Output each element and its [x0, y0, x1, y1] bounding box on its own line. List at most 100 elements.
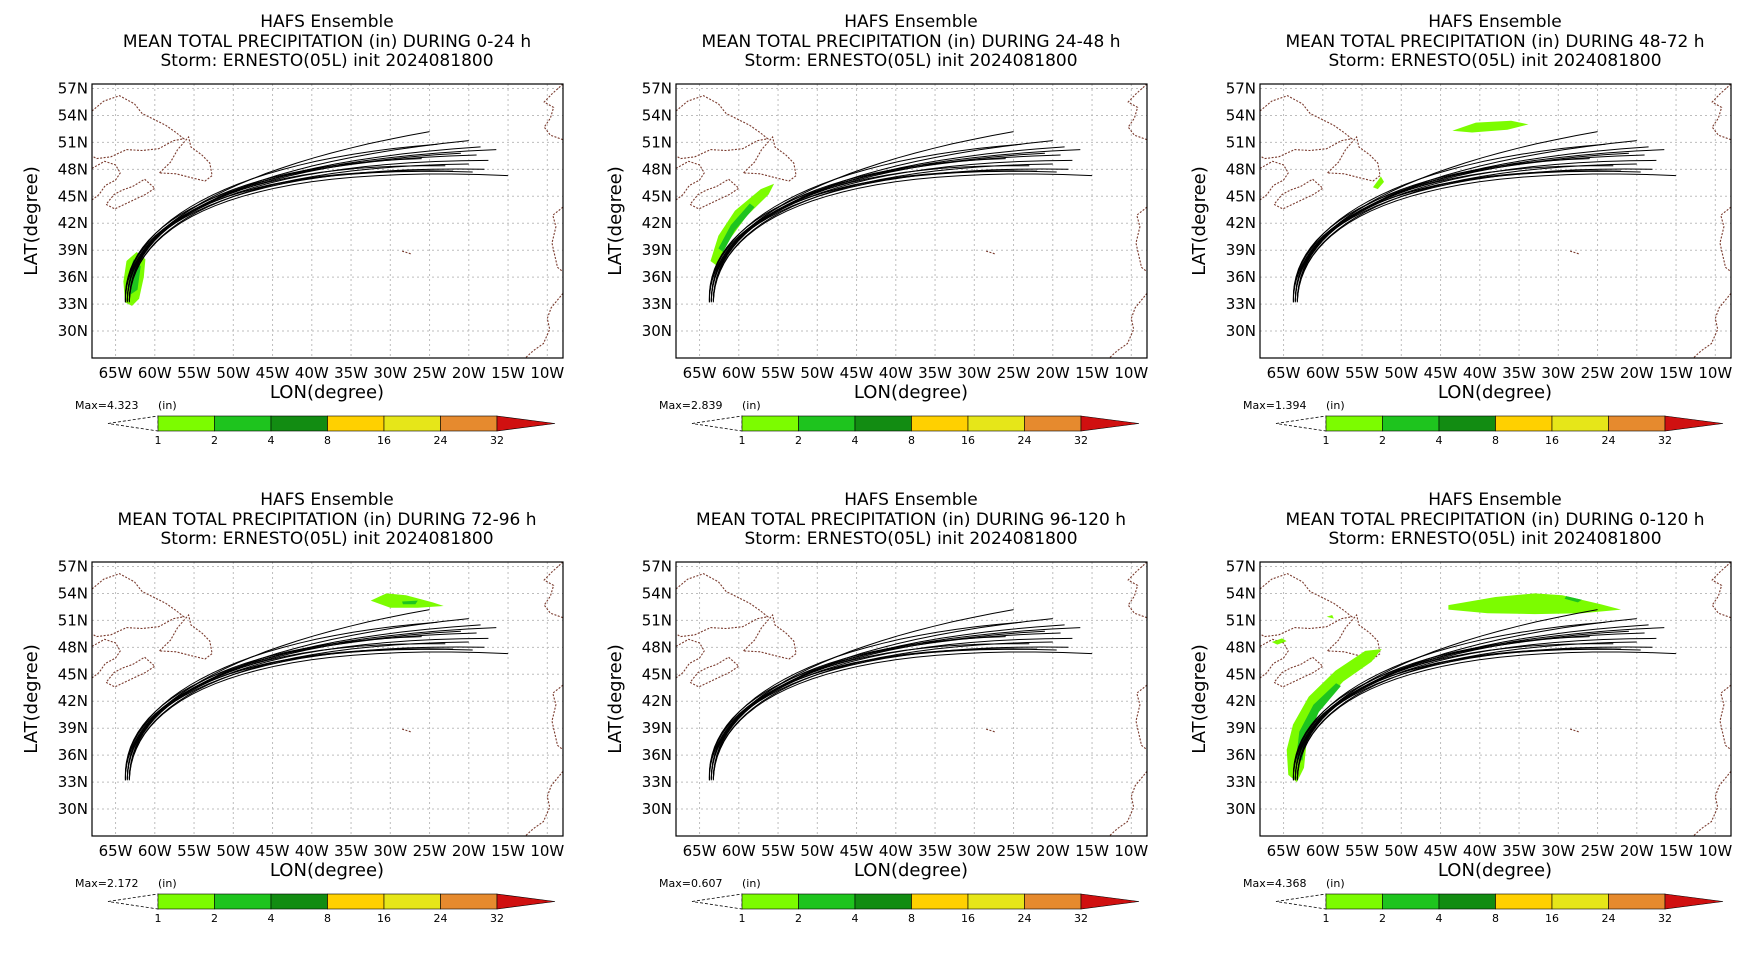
lon-tick-label: 45W	[1424, 364, 1458, 382]
lon-tick-label: 50W	[216, 364, 250, 382]
ensemble-track	[712, 149, 1081, 301]
lat-tick-label: 33N	[642, 773, 672, 791]
colorbar-label: 24	[1602, 912, 1616, 925]
ensemble-track	[128, 173, 509, 303]
lon-tick-label: 60W	[1306, 364, 1340, 382]
colorbar-segment	[1382, 893, 1440, 910]
lon-tick-label: 10W	[1114, 842, 1148, 860]
lon-tick-label: 45W	[256, 842, 290, 860]
lon-tick-label: 55W	[1345, 842, 1379, 860]
plot-frame	[675, 561, 1148, 837]
lat-tick-label: 36N	[642, 268, 672, 286]
lat-tick-label: 33N	[1226, 295, 1256, 313]
lat-tick-label: 36N	[1226, 746, 1256, 764]
lat-tick-label: 42N	[58, 214, 88, 232]
lon-tick-label: 50W	[216, 842, 250, 860]
max-label: Max=2.172	[75, 877, 138, 890]
colorbar-label: 2	[211, 912, 218, 925]
colorbar-segment	[1608, 415, 1666, 432]
lon-tick-label: 60W	[138, 364, 172, 382]
colorbar-label: 2	[211, 434, 218, 447]
coastline	[1273, 178, 1324, 210]
lon-tick-label: 30W	[957, 842, 991, 860]
lon-tick-label: 55W	[177, 842, 211, 860]
lat-tick-label: 54N	[642, 106, 672, 124]
coastline	[91, 573, 186, 638]
coastline	[543, 561, 564, 619]
lon-tick-label: 40W	[879, 364, 913, 382]
ensemble-track	[1296, 627, 1665, 779]
colorbar-over-triangle	[496, 415, 556, 432]
chart-subtitle: MEAN TOTAL PRECIPITATION (in) DURING 0-2…	[123, 32, 531, 52]
lat-tick-label: 57N	[58, 79, 88, 97]
coastline	[105, 656, 156, 688]
lat-tick-label: 54N	[58, 584, 88, 602]
lon-tick-label: 15W	[1659, 364, 1693, 382]
unit-label: (in)	[158, 399, 177, 412]
coastline	[524, 292, 564, 359]
coastline	[1569, 250, 1579, 255]
colorbar-label: 32	[1658, 912, 1672, 925]
lat-tick-label: 36N	[1226, 268, 1256, 286]
unit-label: (in)	[742, 877, 761, 890]
ensemble-track	[712, 651, 1093, 781]
lat-tick-label: 54N	[58, 106, 88, 124]
lon-tick-label: 20W	[452, 364, 486, 382]
colorbar-label: 24	[434, 912, 448, 925]
lon-tick-label: 45W	[1424, 842, 1458, 860]
chart-storm-line: Storm: ERNESTO(05L) init 2024081800	[1328, 529, 1661, 549]
plot-frame	[91, 561, 564, 837]
max-label: Max=0.607	[659, 877, 722, 890]
lon-tick-label: 50W	[1384, 842, 1418, 860]
plot-frame	[91, 83, 564, 359]
lon-tick-label: 65W	[1267, 842, 1301, 860]
lat-tick-label: 57N	[1226, 557, 1256, 575]
colorbar-label: 2	[795, 434, 802, 447]
coastline	[1108, 292, 1148, 359]
ensemble-track	[124, 168, 485, 303]
precip-area	[1448, 593, 1622, 615]
lat-tick-label: 48N	[1226, 638, 1256, 656]
colorbar-label: 1	[155, 912, 162, 925]
colorbar-label: 4	[1436, 434, 1443, 447]
colorbar-label: 1	[155, 434, 162, 447]
unit-label: (in)	[1326, 877, 1345, 890]
max-label: Max=4.323	[75, 399, 138, 412]
lon-tick-label: 60W	[722, 842, 756, 860]
colorbar-label: 32	[1074, 434, 1088, 447]
lon-tick-label: 20W	[452, 842, 486, 860]
lon-tick-label: 35W	[334, 842, 368, 860]
lat-tick-label: 57N	[58, 557, 88, 575]
lat-tick-label: 54N	[1226, 584, 1256, 602]
lon-tick-label: 15W	[1075, 364, 1109, 382]
lon-tick-label: 65W	[683, 842, 717, 860]
lat-tick-label: 45N	[642, 665, 672, 683]
lat-tick-label: 51N	[1226, 133, 1256, 151]
lat-tick-label: 42N	[642, 214, 672, 232]
chart-storm-line: Storm: ERNESTO(05L) init 2024081800	[744, 51, 1077, 71]
coastline	[675, 573, 770, 638]
colorbar-label: 1	[1323, 434, 1330, 447]
colorbar-over-triangle	[1080, 415, 1140, 432]
colorbar-segment	[1608, 893, 1666, 910]
plot-frame	[675, 83, 1148, 359]
colorbar-label: 24	[434, 434, 448, 447]
ensemble-track	[124, 646, 485, 781]
lat-tick-label: 33N	[1226, 773, 1256, 791]
precip-area	[710, 183, 775, 267]
coastline	[91, 638, 121, 679]
coastline	[675, 638, 705, 679]
lon-tick-label: 10W	[1698, 842, 1732, 860]
colorbar-label: 4	[1436, 912, 1443, 925]
x-axis-label: LON(degree)	[1438, 382, 1552, 403]
x-axis-label: LON(degree)	[854, 382, 968, 403]
ensemble-track	[1296, 149, 1665, 301]
chart-title: HAFS Ensemble	[1428, 12, 1561, 32]
ensemble-track	[128, 651, 509, 781]
colorbar-over-triangle	[1664, 415, 1724, 432]
colorbar-label: 24	[1018, 434, 1032, 447]
ensemble-track	[124, 621, 438, 780]
colorbar-label: 8	[1492, 434, 1499, 447]
lon-tick-label: 45W	[256, 364, 290, 382]
